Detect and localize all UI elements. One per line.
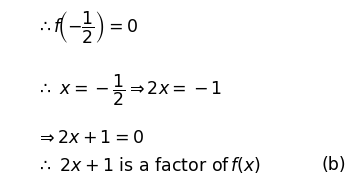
Text: $\therefore f\!\left(-\dfrac{1}{2}\right) = 0$: $\therefore f\!\left(-\dfrac{1}{2}\right… bbox=[36, 9, 138, 45]
Text: (b): (b) bbox=[322, 156, 346, 174]
Text: $\therefore\ x = -\dfrac{1}{2} \Rightarrow 2x = -1$: $\therefore\ x = -\dfrac{1}{2} \Rightarr… bbox=[36, 73, 222, 108]
Text: $\therefore\ 2x + 1\ \mathrm{is\ a\ factor\ of\ }\!f(x)$: $\therefore\ 2x + 1\ \mathrm{is\ a\ fact… bbox=[36, 155, 261, 175]
Text: $\Rightarrow 2x + 1 = 0$: $\Rightarrow 2x + 1 = 0$ bbox=[36, 129, 144, 147]
